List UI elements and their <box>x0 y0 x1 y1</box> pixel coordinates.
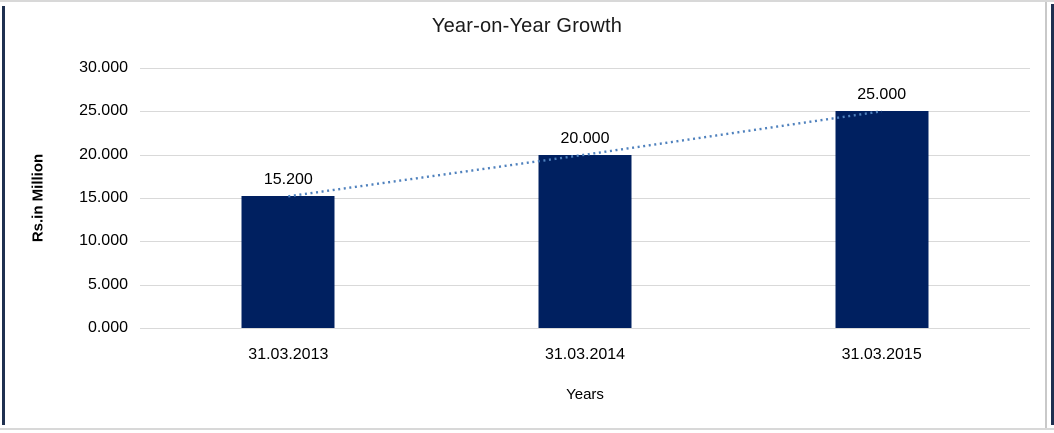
top-rule <box>0 0 1054 2</box>
bar <box>538 154 632 328</box>
x-category-label: 31.03.2015 <box>841 346 922 363</box>
y-tick-label: 5.000 <box>87 275 128 293</box>
left-rule <box>2 6 5 425</box>
y-tick-label: 0.000 <box>87 319 128 336</box>
bar <box>835 111 929 328</box>
plot-area: 15.200 20.000 25.000 <box>140 68 1030 329</box>
y-tick-label: 15.000 <box>79 189 128 206</box>
y-tick-label: 25.000 <box>79 102 128 120</box>
gridline <box>140 328 1030 329</box>
bottom-rule <box>0 428 1054 430</box>
x-axis-category-labels: 31.03.2013 31.03.2014 31.03.2015 <box>140 346 1030 364</box>
y-tick-label: 10.000 <box>79 232 128 250</box>
right-outer-rule <box>1051 4 1054 425</box>
x-category-label: 31.03.2014 <box>544 346 626 363</box>
bar <box>241 196 335 328</box>
y-tick-label: 20.000 <box>79 145 128 163</box>
bar-value-label: 15.200 <box>263 171 313 189</box>
gridline <box>140 111 1030 113</box>
trendline <box>288 110 882 198</box>
chart-title: Year-on-Year Growth <box>431 15 623 37</box>
x-axis-title: Years <box>566 386 604 403</box>
right-inner-rule <box>1045 2 1047 428</box>
y-tick-label: 30.000 <box>79 59 128 76</box>
gridline <box>140 68 1030 69</box>
x-category-label: 31.03.2013 <box>248 346 329 363</box>
bar-value-label: 20.000 <box>560 129 610 147</box>
bar-value-label: 25.000 <box>857 86 907 104</box>
